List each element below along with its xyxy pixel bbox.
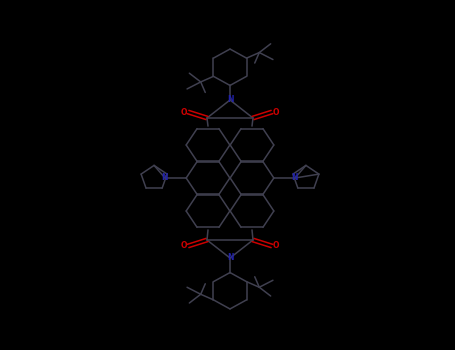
Text: N: N <box>292 174 298 182</box>
Text: N: N <box>162 174 168 182</box>
Text: O: O <box>181 107 187 117</box>
Text: N: N <box>227 96 233 105</box>
Text: O: O <box>181 241 187 251</box>
Text: O: O <box>273 241 279 251</box>
Text: O: O <box>273 107 279 117</box>
Text: N: N <box>227 253 233 262</box>
